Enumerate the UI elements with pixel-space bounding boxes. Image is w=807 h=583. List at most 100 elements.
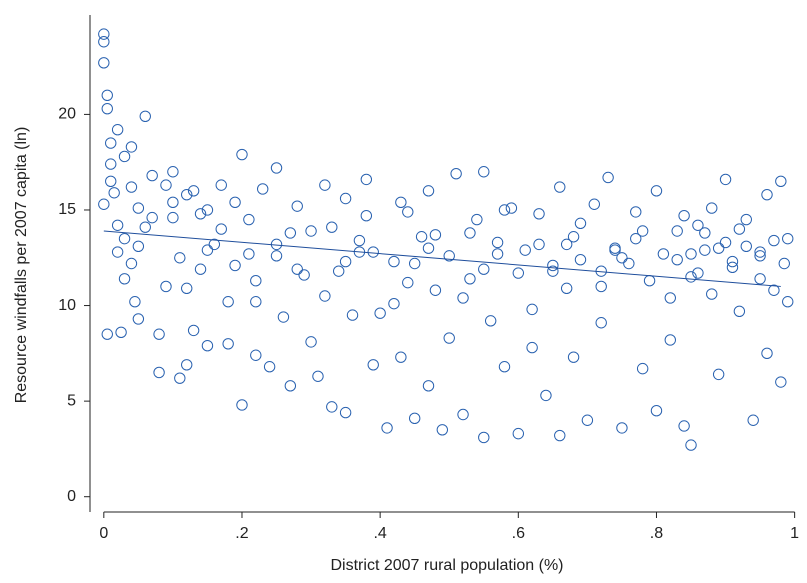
scatter-point	[339, 255, 352, 268]
scatter-point	[201, 204, 214, 216]
scatter-point	[250, 296, 262, 308]
scatter-point	[699, 227, 711, 239]
scatter-point	[712, 242, 725, 254]
scatter-point	[678, 210, 690, 222]
scatter-point	[664, 334, 676, 346]
scatter-point	[754, 250, 766, 262]
scatter-point	[782, 296, 794, 308]
scatter-point	[595, 280, 607, 293]
y-tick-label: 5	[67, 392, 76, 409]
scatter-point	[554, 429, 566, 442]
y-tick-label: 20	[58, 106, 76, 123]
scatter-point	[478, 431, 490, 444]
scatter-point	[547, 265, 559, 277]
scatter-point	[222, 338, 234, 350]
scatter-point	[692, 219, 704, 231]
scatter-point	[395, 351, 407, 363]
scatter-point	[229, 196, 241, 209]
scatter-point	[429, 229, 442, 241]
scatter-point	[108, 187, 120, 199]
scatter-point	[581, 414, 594, 426]
scatter-point	[457, 408, 469, 421]
scatter-point	[388, 255, 400, 268]
scatter-point	[519, 244, 531, 256]
scatter-point	[754, 273, 766, 285]
scatter-point	[367, 359, 379, 371]
scatter-point	[657, 248, 670, 260]
scatter-point	[478, 263, 490, 275]
scatter-point	[101, 328, 113, 340]
scatter-point	[118, 232, 131, 245]
scatter-point	[111, 123, 124, 136]
scatter-point	[491, 236, 504, 249]
scatter-point	[105, 158, 117, 170]
scatter-point	[305, 336, 317, 348]
scatter-point	[574, 253, 587, 266]
scatter-point	[533, 238, 545, 251]
scatter-point	[754, 246, 766, 258]
scatter-point	[132, 240, 145, 252]
scatter-point	[719, 236, 732, 249]
scatter-point	[125, 181, 138, 193]
scatter-point	[685, 248, 697, 260]
scatter-point	[312, 370, 324, 382]
scatter-point	[422, 380, 435, 392]
scatter-point	[678, 420, 690, 432]
y-tick-label: 15	[58, 201, 76, 218]
scatter-point	[685, 271, 697, 283]
scatter-point	[588, 198, 600, 210]
scatter-point	[616, 252, 628, 264]
scatter-point	[146, 211, 158, 224]
scatter-point	[685, 439, 697, 451]
scatter-point	[153, 366, 165, 379]
scatter-point	[270, 162, 283, 174]
scatter-point	[236, 399, 248, 411]
scatter-point	[595, 317, 607, 329]
scatter-point	[747, 414, 759, 426]
scatter-point	[443, 332, 455, 344]
scatter-point	[360, 173, 373, 186]
scatter-point	[650, 404, 663, 417]
scatter-point	[98, 57, 110, 69]
scatter-point	[547, 259, 559, 272]
scatter-point	[526, 341, 538, 354]
scatter-point	[194, 263, 207, 275]
scatter-point	[636, 225, 649, 237]
scatter-point	[491, 248, 504, 260]
scatter-point	[98, 198, 110, 210]
scatter-point	[560, 282, 573, 295]
scatter-point	[339, 192, 352, 205]
scatter-point	[215, 179, 227, 191]
scatter-point	[450, 167, 462, 180]
scatter-point	[664, 292, 676, 304]
scatter-point	[326, 221, 338, 233]
scatter-point	[305, 225, 317, 237]
scatter-point	[395, 196, 407, 209]
scatter-point	[284, 227, 297, 239]
scatter-point	[712, 368, 725, 381]
scatter-point	[132, 202, 145, 214]
scatter-point	[540, 389, 552, 402]
scatter-point	[726, 261, 739, 274]
scatter-point	[464, 273, 476, 285]
scatter-point	[125, 141, 138, 153]
scatter-point	[505, 202, 518, 214]
scatter-point	[429, 284, 442, 296]
scatter-point	[101, 89, 113, 101]
scatter-point	[526, 303, 538, 316]
scatter-point	[118, 150, 131, 163]
scatter-point	[630, 232, 642, 245]
scatter-point	[270, 250, 283, 262]
scatter-point	[284, 380, 297, 392]
scatter-point	[187, 185, 200, 197]
scatter-point	[146, 169, 158, 182]
scatter-point	[457, 292, 469, 304]
scatter-point	[402, 276, 414, 289]
scatter-point	[512, 427, 525, 440]
scatter-point	[229, 259, 241, 272]
scatter-point	[236, 148, 248, 161]
scatter-point	[706, 288, 718, 300]
scatter-point	[181, 282, 193, 295]
scatter-point	[512, 267, 525, 279]
scatter-point	[160, 179, 172, 191]
